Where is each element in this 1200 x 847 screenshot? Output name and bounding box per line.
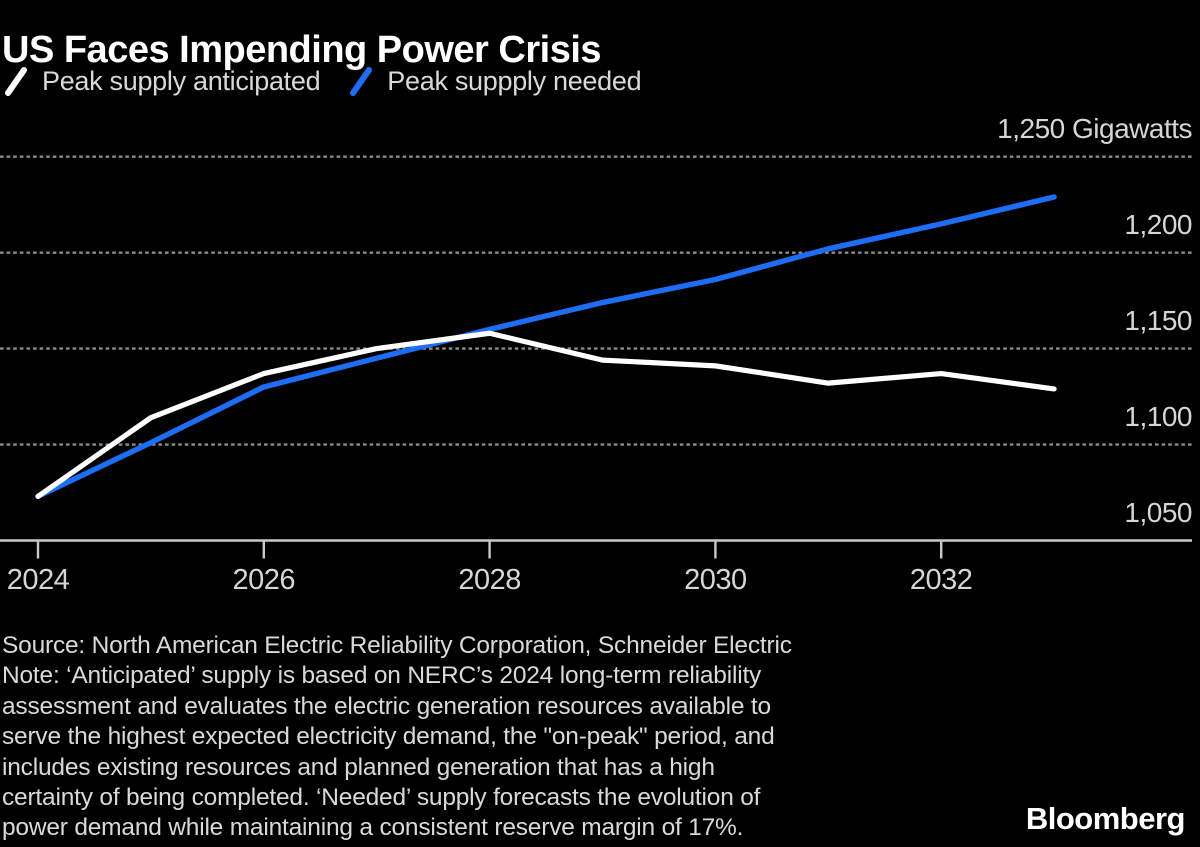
x-axis-label-2026: 2026 bbox=[232, 564, 296, 596]
footer-line: includes existing resources and planned … bbox=[2, 753, 715, 781]
footer-line: Source: North American Electric Reliabil… bbox=[2, 632, 792, 659]
series-line-anticipated bbox=[35, 330, 1057, 499]
x-axis-label-2028: 2028 bbox=[458, 564, 521, 596]
bloomberg-logo: Bloomberg bbox=[1025, 801, 1186, 836]
y-axis-label-1150: 1,150 bbox=[1124, 304, 1192, 336]
blue-slash-icon bbox=[350, 67, 373, 96]
y-axis-label-1250: 1,250 Gigawatts bbox=[997, 112, 1192, 144]
legend: Peak supply anticipated Peak suppply nee… bbox=[3, 66, 642, 97]
footer-line: power demand while maintaining a consist… bbox=[2, 814, 744, 842]
footer-line: serve the highest expected electricity d… bbox=[2, 723, 775, 751]
y-axis-label-1100: 1,100 bbox=[1124, 400, 1192, 432]
legend-item-needed: Peak suppply needed bbox=[348, 66, 642, 97]
y-axis-label-1050: 1,050 bbox=[1124, 496, 1192, 528]
chart-title: US Faces Impending Power Crisis bbox=[2, 29, 602, 72]
x-axis-label-2024: 2024 bbox=[6, 564, 70, 596]
legend-label-anticipated: Peak supply anticipated bbox=[42, 66, 321, 96]
footer-line: certainty of being completed. ‘Needed’ s… bbox=[2, 784, 761, 812]
footer-note: Source: North American Electric Reliabil… bbox=[2, 631, 792, 844]
y-axis-label-1200: 1,200 bbox=[1124, 208, 1192, 240]
white-slash-icon bbox=[5, 67, 27, 96]
x-axis-label-2030: 2030 bbox=[684, 564, 747, 596]
x-axis-label-2032: 2032 bbox=[909, 564, 973, 596]
legend-label-needed: Peak suppply needed bbox=[387, 66, 642, 96]
series-line-needed bbox=[35, 194, 1057, 500]
footer-line: Note: ‘Anticipated’ supply is based on N… bbox=[2, 662, 762, 690]
footer-line: assessment and evaluates the electric ge… bbox=[2, 692, 771, 720]
legend-item-anticipated: Peak supply anticipated bbox=[3, 66, 321, 97]
